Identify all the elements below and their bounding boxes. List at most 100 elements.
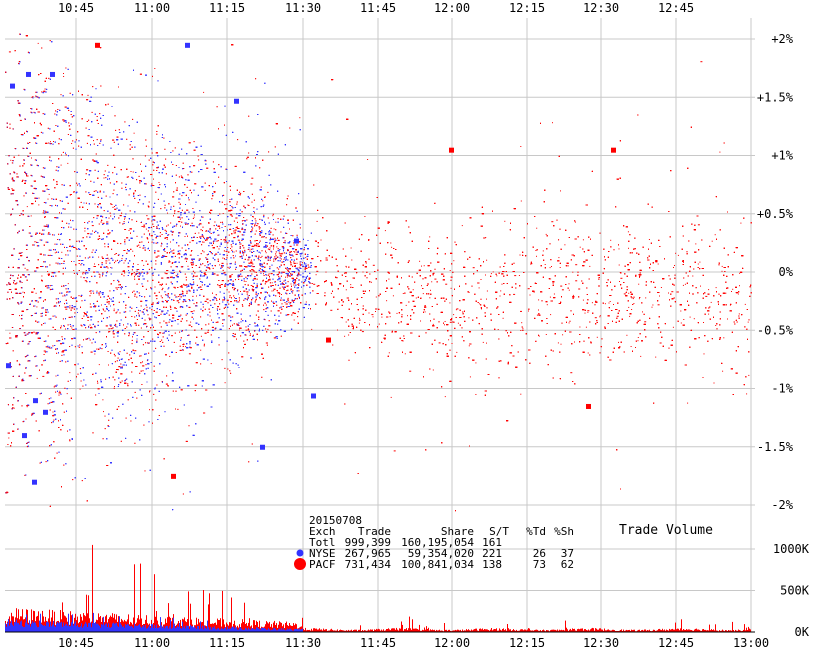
- pacf-trade-dot: [222, 213, 224, 214]
- pacf-trade-dot: [187, 265, 189, 267]
- pacf-trade-dot: [638, 283, 640, 285]
- pacf-trade-dot: [562, 334, 564, 336]
- pacf-trade-dot: [281, 286, 283, 288]
- pacf-trade-dot: [536, 227, 538, 229]
- pacf-trade-dot: [36, 306, 38, 308]
- pacf-trade-dot: [38, 197, 40, 199]
- pacf-trade-dot: [699, 261, 701, 263]
- pacf-trade-dot: [378, 323, 380, 325]
- pacf-trade-dot: [536, 314, 539, 316]
- pacf-trade-dot: [620, 277, 623, 279]
- pacf-trade-dot: [584, 312, 586, 314]
- pacf-trade-dot: [350, 247, 352, 249]
- pacf-trade-dot: [570, 372, 573, 374]
- pacf-trade-dot: [325, 257, 328, 259]
- pacf-trade-dot: [713, 382, 715, 384]
- pacf-trade-dot: [53, 305, 56, 307]
- pacf-trade-dot: [47, 271, 49, 272]
- pacf-trade-dot: [689, 316, 691, 318]
- pacf-trade-dot: [113, 308, 115, 310]
- pacf-trade-dot: [429, 236, 431, 238]
- pacf-trade-dot: [409, 370, 412, 372]
- pacf-trade-dot: [345, 321, 347, 323]
- pacf-trade-dot: [24, 267, 26, 269]
- pacf-trade-dot: [402, 293, 404, 294]
- pacf-trade-dot: [449, 321, 452, 323]
- pacf-trade-dot: [672, 326, 674, 328]
- pacf-trade-dot: [640, 355, 642, 357]
- pacf-trade-dot: [190, 250, 192, 252]
- pacf-trade-dot: [475, 362, 477, 364]
- pacf-trade-dot: [110, 267, 112, 268]
- pacf-trade-dot: [684, 283, 686, 285]
- pacf-trade-dot: [655, 356, 657, 358]
- pacf-trade-dot: [198, 232, 200, 234]
- pacf-trade-dot: [747, 321, 749, 323]
- pacf-trade-dot: [330, 309, 333, 311]
- pacf-trade-dot: [279, 255, 282, 257]
- pacf-trade-dot: [575, 264, 578, 266]
- pacf-trade-dot: [188, 353, 191, 355]
- pacf-trade-dot: [527, 288, 530, 290]
- pacf-trade-dot: [638, 298, 640, 300]
- pacf-trade-dot: [340, 317, 342, 318]
- pacf-trade-dot: [251, 223, 253, 225]
- pacf-trade-dot: [644, 321, 647, 323]
- pacf-trade-dot: [36, 377, 38, 379]
- pacf-trade-dot: [255, 225, 258, 227]
- pacf-trade-dot: [434, 278, 437, 280]
- pacf-trade-dot: [618, 264, 620, 266]
- pacf-trade-dot: [37, 42, 39, 44]
- pacf-trade-dot: [513, 293, 516, 295]
- pacf-trade-dot: [469, 376, 471, 378]
- pacf-trade-dot: [431, 281, 433, 283]
- pacf-trade-dot: [110, 258, 112, 260]
- pacf-trade-dot: [391, 331, 393, 333]
- pacf-trade-dot: [94, 263, 95, 265]
- pacf-trade-dot: [345, 265, 347, 267]
- pacf-trade-dot: [364, 216, 366, 217]
- price-scatter: [5, 33, 752, 512]
- pacf-trade-dot: [71, 143, 73, 144]
- pacf-trade-dot: [299, 117, 301, 119]
- pacf-trade-dot: [365, 262, 367, 264]
- pacf-trade-dot: [259, 271, 262, 273]
- pacf-trade-dot: [180, 225, 181, 227]
- pacf-trade-dot: [227, 247, 229, 248]
- pacf-trade-dot: [302, 266, 304, 267]
- pacf-trade-dot: [384, 338, 386, 340]
- pacf-trade-dot: [390, 242, 392, 244]
- pacf-trade-dot: [445, 283, 448, 285]
- pacf-trade-dot: [345, 289, 347, 291]
- pacf-trade-dot: [175, 274, 177, 276]
- pacf-trade-dot: [711, 240, 713, 242]
- pacf-trade-dot: [67, 283, 69, 285]
- pacf-trade-dot: [727, 211, 728, 213]
- pacf-trade-dot: [738, 313, 740, 315]
- pacf-trade-dot: [520, 330, 522, 331]
- pacf-trade-dot: [453, 260, 455, 262]
- pacf-trade-dot: [703, 353, 705, 355]
- pacf-trade-dot: [599, 316, 601, 318]
- pacf-trade-dot: [520, 310, 522, 312]
- pacf-trade-dot: [185, 346, 187, 348]
- pacf-trade-dot: [43, 350, 46, 352]
- pacf-trade-dot: [692, 275, 694, 277]
- pacf-trade-dot: [559, 267, 561, 268]
- pacf-trade-dot: [444, 321, 446, 322]
- pacf-trade-dot: [587, 310, 590, 312]
- pacf-trade-dot: [542, 250, 544, 252]
- pacf-trade-dot: [169, 355, 171, 357]
- pacf-trade-dot: [732, 288, 734, 290]
- pacf-trade-dot: [560, 343, 562, 345]
- pacf-trade-dot: [389, 316, 391, 318]
- pacf-trade-dot: [421, 285, 422, 287]
- pacf-trade-dot: [708, 289, 710, 291]
- pacf-trade-dot: [393, 450, 396, 452]
- pacf-trade-dot: [372, 316, 374, 318]
- pacf-trade-dot: [719, 337, 721, 339]
- pacf-trade-dot: [708, 313, 710, 315]
- pacf-trade-dot: [26, 406, 28, 408]
- pacf-trade-dot: [19, 315, 20, 317]
- pacf-trade-dot: [262, 200, 264, 202]
